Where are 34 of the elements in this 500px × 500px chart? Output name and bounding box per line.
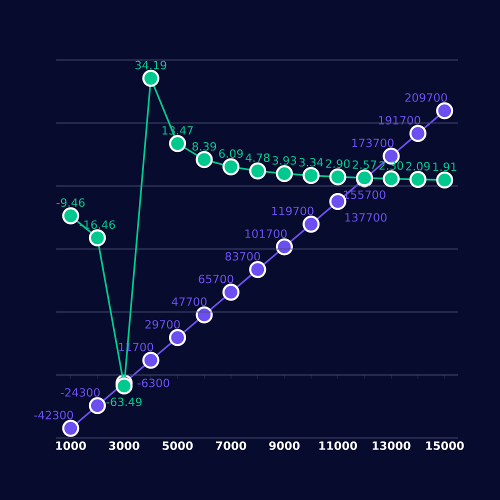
data-label: 2.57 [352, 160, 376, 169]
data-label: 191700 [378, 116, 420, 125]
data-label: 8.39 [192, 142, 216, 151]
data-label: 3.34 [299, 158, 324, 167]
data-label: 173700 [352, 138, 394, 148]
data-label: -63.49 [106, 398, 142, 406]
data-label: -42300 [34, 410, 73, 420]
x-tick-label: 1000 [56, 441, 86, 450]
x-tick-label: 3000 [109, 441, 140, 450]
data-label: 34.19 [135, 60, 166, 70]
x-tick-label: 13000 [372, 441, 410, 450]
data-label: 209700 [405, 93, 447, 102]
data-label: 2.90 [326, 159, 350, 168]
data-label: 2.30 [379, 161, 404, 170]
data-label: 2.09 [406, 162, 430, 170]
x-tick-label: 5000 [162, 441, 193, 450]
data-label: 3.93 [272, 156, 296, 165]
data-label: -6300 [138, 378, 170, 388]
data-label: 101700 [245, 229, 287, 238]
data-label: 47700 [172, 297, 207, 306]
data-label: -9.46 [56, 198, 85, 207]
data-label: 1.91 [433, 162, 456, 172]
x-tick-label: 15000 [426, 441, 464, 450]
x-tick-label: 7000 [216, 441, 246, 450]
data-label: 83700 [225, 252, 260, 261]
data-label: 6.09 [219, 149, 243, 158]
data-label: 29700 [145, 320, 180, 329]
data-label: 119700 [272, 206, 314, 216]
data-label: 4.78 [246, 153, 270, 162]
x-tick-label: 9000 [269, 441, 300, 450]
x-tick-label: 11000 [319, 441, 357, 450]
data-label: 137700 [345, 213, 387, 222]
data-label: 65700 [198, 274, 234, 284]
data-label: -24300 [60, 388, 100, 397]
